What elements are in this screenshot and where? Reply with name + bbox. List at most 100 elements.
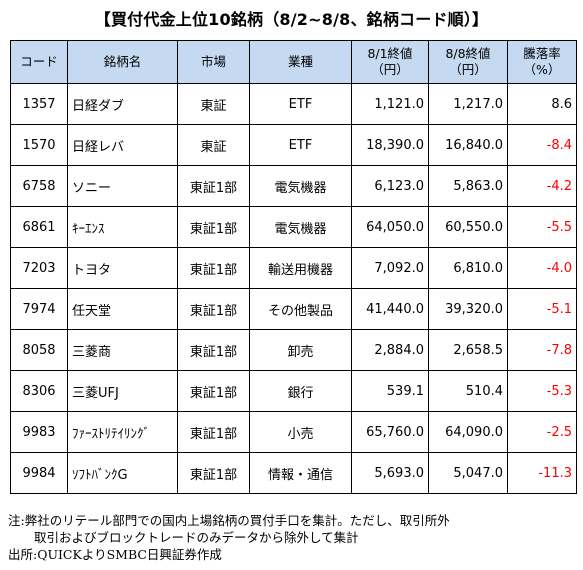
cell-market: 東証	[177, 124, 250, 166]
header-row: コード 銘柄名 市場 業種 8/1終値 （円） 8/8終値 （円） 騰落率 （%…	[10, 40, 577, 84]
cell-close-0808: 64,090.0	[428, 411, 508, 453]
cell-close-0808: 39,320.0	[428, 288, 508, 330]
header-code: コード	[10, 40, 68, 84]
header-close-0808-unit: （円）	[449, 62, 487, 77]
header-change-label: 騰落率	[523, 46, 561, 61]
table-row: 6758 ソニー 東証1部 電気機器 6,123.0 5,863.0 -4.2	[10, 165, 577, 207]
cell-market: 東証1部	[177, 206, 250, 248]
cell-code: 1357	[10, 83, 68, 125]
cell-change: -7.8	[507, 329, 577, 371]
table-row: 6861 ｷｰｴﾝｽ 東証1部 電気機器 64,050.0 60,550.0 -…	[10, 206, 577, 248]
header-name: 銘柄名	[67, 40, 178, 84]
top-10-stocks-table: コード 銘柄名 市場 業種 8/1終値 （円） 8/8終値 （円） 騰落率 （%…	[10, 40, 577, 494]
table-row: 7974 任天堂 東証1部 その他製品 41,440.0 39,320.0 -5…	[10, 288, 577, 330]
cell-code: 8306	[10, 370, 68, 412]
cell-close-0808: 5,047.0	[428, 452, 508, 494]
cell-market: 東証1部	[177, 452, 250, 494]
cell-close-0801: 6,123.0	[351, 165, 429, 207]
cell-name: ｿﾌﾄﾊﾞﾝｸG	[67, 452, 178, 494]
header-close-0801: 8/1終値 （円）	[351, 40, 429, 84]
cell-code: 6861	[10, 206, 68, 248]
header-close-0801-unit: （円）	[371, 62, 409, 77]
table-row: 9984 ｿﾌﾄﾊﾞﾝｸG 東証1部 情報・通信 5,693.0 5,047.0…	[10, 452, 577, 494]
source-note: 出所:QUICKよりSMBC日興証券作成	[8, 547, 222, 562]
cell-close-0808: 16,840.0	[428, 124, 508, 166]
header-close-0808: 8/8終値 （円）	[428, 40, 508, 84]
cell-close-0808: 60,550.0	[428, 206, 508, 248]
cell-industry: ETF	[249, 124, 352, 166]
cell-code: 7974	[10, 288, 68, 330]
table-title: 【買付代金上位10銘柄（8/2~8/8、銘柄コード順）】	[94, 10, 489, 29]
cell-code: 6758	[10, 165, 68, 207]
header-industry: 業種	[249, 40, 352, 84]
cell-industry: 情報・通信	[249, 452, 352, 494]
cell-market: 東証1部	[177, 411, 250, 453]
cell-code: 8058	[10, 329, 68, 371]
cell-change: -5.1	[507, 288, 577, 330]
cell-close-0801: 7,092.0	[351, 247, 429, 289]
table-row: 8306 三菱UFJ 東証1部 銀行 539.1 510.4 -5.3	[10, 370, 577, 412]
cell-name: 日経ダブ	[67, 83, 178, 125]
cell-market: 東証1部	[177, 329, 250, 371]
cell-industry: 銀行	[249, 370, 352, 412]
footnote-line: 注:弊社のリテール部門での国内上場銘柄の買付手口を集計。ただし、取引所外	[8, 513, 450, 528]
cell-code: 1570	[10, 124, 68, 166]
table-row: 9983 ﾌｧｰｽﾄﾘﾃｲﾘﾝｸﾞ 東証1部 小売 65,760.0 64,09…	[10, 411, 577, 453]
cell-name: ｷｰｴﾝｽ	[67, 206, 178, 248]
cell-close-0801: 1,121.0	[351, 83, 429, 125]
cell-close-0801: 64,050.0	[351, 206, 429, 248]
table-row: 8058 三菱商 東証1部 卸売 2,884.0 2,658.5 -7.8	[10, 329, 577, 371]
header-close-0808-date: 8/8終値	[445, 46, 491, 61]
cell-industry: 小売	[249, 411, 352, 453]
cell-code: 9983	[10, 411, 68, 453]
cell-name: 三菱UFJ	[67, 370, 178, 412]
cell-change: -5.3	[507, 370, 577, 412]
cell-industry: ETF	[249, 83, 352, 125]
cell-close-0808: 510.4	[428, 370, 508, 412]
table-row: 1357 日経ダブ 東証 ETF 1,121.0 1,217.0 8.6	[10, 83, 577, 125]
cell-change: 8.6	[507, 83, 577, 125]
cell-industry: 輸送用機器	[249, 247, 352, 289]
cell-market: 東証1部	[177, 165, 250, 207]
cell-market: 東証1部	[177, 247, 250, 289]
cell-market: 東証	[177, 83, 250, 125]
header-change: 騰落率 （%）	[507, 40, 577, 84]
cell-market: 東証1部	[177, 288, 250, 330]
cell-name: トヨタ	[67, 247, 178, 289]
cell-change: -4.2	[507, 165, 577, 207]
cell-close-0801: 2,884.0	[351, 329, 429, 371]
cell-code: 9984	[10, 452, 68, 494]
cell-industry: 電気機器	[249, 165, 352, 207]
footnote-line: 取引およびブロックトレードのみデータから除外して集計	[34, 530, 359, 545]
cell-name: 日経レバ	[67, 124, 178, 166]
cell-close-0801: 41,440.0	[351, 288, 429, 330]
cell-close-0808: 2,658.5	[428, 329, 508, 371]
cell-close-0808: 6,810.0	[428, 247, 508, 289]
cell-change: -2.5	[507, 411, 577, 453]
cell-change: -4.0	[507, 247, 577, 289]
cell-name: ﾌｧｰｽﾄﾘﾃｲﾘﾝｸﾞ	[67, 411, 178, 453]
cell-close-0801: 5,693.0	[351, 452, 429, 494]
cell-close-0801: 539.1	[351, 370, 429, 412]
cell-change: -5.5	[507, 206, 577, 248]
table-body: 1357 日経ダブ 東証 ETF 1,121.0 1,217.0 8.6 157…	[10, 83, 577, 494]
cell-industry: 卸売	[249, 329, 352, 371]
cell-industry: その他製品	[249, 288, 352, 330]
cell-industry: 電気機器	[249, 206, 352, 248]
cell-name: 任天堂	[67, 288, 178, 330]
cell-change: -11.3	[507, 452, 577, 494]
header-change-unit: （%）	[523, 62, 561, 77]
cell-close-0801: 65,760.0	[351, 411, 429, 453]
table-row: 1570 日経レバ 東証 ETF 18,390.0 16,840.0 -8.4	[10, 124, 577, 166]
footnotes: 注:弊社のリテール部門での国内上場銘柄の買付手口を集計。ただし、取引所外 取引お…	[8, 512, 450, 563]
cell-close-0801: 18,390.0	[351, 124, 429, 166]
header-market: 市場	[177, 40, 250, 84]
cell-market: 東証1部	[177, 370, 250, 412]
cell-code: 7203	[10, 247, 68, 289]
cell-name: 三菱商	[67, 329, 178, 371]
cell-close-0808: 5,863.0	[428, 165, 508, 207]
header-close-0801-date: 8/1終値	[367, 46, 413, 61]
cell-close-0808: 1,217.0	[428, 83, 508, 125]
cell-change: -8.4	[507, 124, 577, 166]
table-row: 7203 トヨタ 東証1部 輸送用機器 7,092.0 6,810.0 -4.0	[10, 247, 577, 289]
